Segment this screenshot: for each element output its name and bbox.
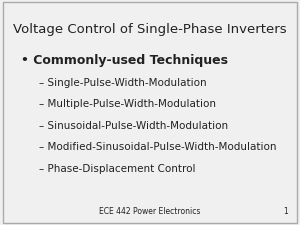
Text: ECE 442 Power Electronics: ECE 442 Power Electronics [99,207,201,216]
Text: • Commonly-used Techniques: • Commonly-used Techniques [21,54,228,67]
Text: – Sinusoidal-Pulse-Width-Modulation: – Sinusoidal-Pulse-Width-Modulation [39,121,228,131]
Text: – Phase-Displacement Control: – Phase-Displacement Control [39,164,196,174]
Text: – Single-Pulse-Width-Modulation: – Single-Pulse-Width-Modulation [39,78,207,88]
Text: – Multiple-Pulse-Width-Modulation: – Multiple-Pulse-Width-Modulation [39,99,216,109]
Text: Voltage Control of Single-Phase Inverters: Voltage Control of Single-Phase Inverter… [13,22,287,36]
Text: 1: 1 [283,207,288,216]
Text: – Modified-Sinusoidal-Pulse-Width-Modulation: – Modified-Sinusoidal-Pulse-Width-Modula… [39,142,277,152]
